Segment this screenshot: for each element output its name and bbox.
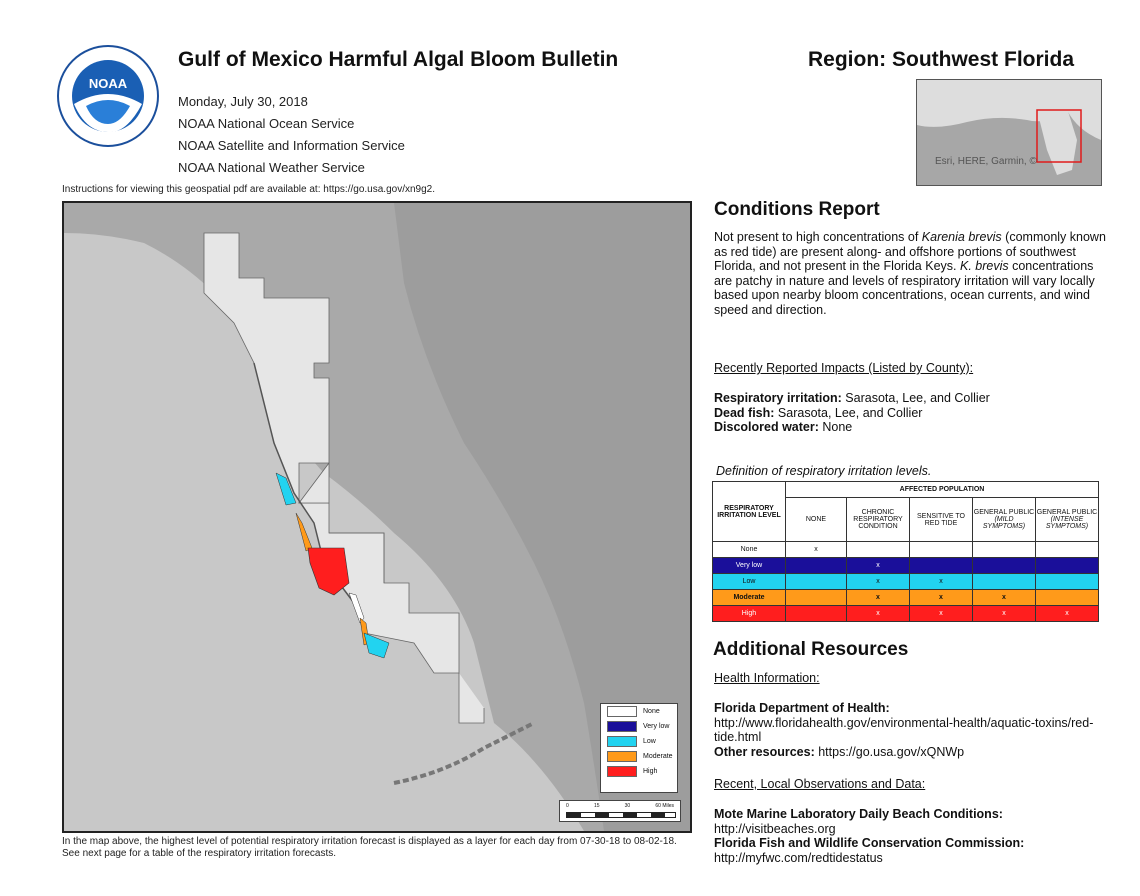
mote-link[interactable]: http://visitbeaches.org — [714, 821, 836, 836]
legend-item: Very low — [601, 719, 677, 734]
resources-heading: Additional Resources — [713, 639, 909, 660]
col-header: NONE — [785, 497, 847, 542]
legend-item: None — [601, 704, 677, 719]
logo-text: NOAA — [89, 76, 128, 91]
agency-line: NOAA National Weather Service — [178, 160, 365, 175]
legend-item: Low — [601, 734, 677, 749]
hab-high-area — [307, 547, 350, 596]
bulletin-title: Gulf of Mexico Harmful Algal Bloom Bulle… — [178, 48, 619, 71]
conditions-paragraph: Not present to high concentrations of Ka… — [714, 230, 1106, 317]
impacts-list: Respiratory irritation: Sarasota, Lee, a… — [714, 391, 990, 434]
table-row: Very low x — [712, 557, 1099, 574]
noaa-logo: NOAA — [56, 44, 160, 148]
col-header: GENERAL PUBLIC (INTENSE SYMPTOMS) — [1035, 497, 1099, 542]
agency-line: NOAA National Ocean Service — [178, 116, 355, 131]
other-resources-link[interactable]: https://go.usa.gov/xQNWp — [818, 744, 965, 759]
legend-item: High — [601, 764, 677, 779]
legend-item: Moderate — [601, 749, 677, 764]
col-header: CHRONIC RESPIRATORY CONDITION — [846, 497, 910, 542]
hab-low-band — [275, 472, 297, 506]
region-title: Region: Southwest Florida — [808, 48, 1074, 71]
conditions-heading: Conditions Report — [714, 199, 880, 220]
respiratory-levels-table: RESPIRATORY IRRITATION LEVEL AFFECTED PO… — [712, 481, 1099, 622]
fwc-link[interactable]: http://myfwc.com/redtidestatus — [714, 850, 883, 865]
affected-header: AFFECTED POPULATION — [785, 481, 1099, 498]
scale-bar: 0 15 30 60 Miles — [559, 800, 681, 822]
agency-line: NOAA Satellite and Information Service — [178, 138, 405, 153]
map-legend: None Very low Low Moderate High — [600, 703, 678, 793]
table-row: Moderate x x x — [712, 589, 1099, 606]
col-header: GENERAL PUBLIC (MILD SYMPTOMS) — [972, 497, 1036, 542]
health-heading: Health Information: — [714, 671, 820, 685]
table-row: High x x x x — [712, 605, 1099, 622]
bulletin-date: Monday, July 30, 2018 — [178, 94, 308, 109]
florida-keys — [393, 721, 535, 785]
map-caption: In the map above, the highest level of p… — [62, 836, 677, 859]
observation-resources: Mote Marine Laboratory Daily Beach Condi… — [714, 807, 1114, 865]
fdoh-link[interactable]: http://www.floridahealth.gov/environment… — [714, 715, 1094, 745]
impacts-heading: Recently Reported Impacts (Listed by Cou… — [714, 361, 974, 375]
health-resources: Florida Department of Health: http://www… — [714, 701, 1106, 759]
main-map[interactable] — [62, 201, 692, 833]
instructions-text: Instructions for viewing this geospatial… — [62, 184, 435, 195]
hab-low-area — [363, 632, 390, 659]
observations-heading: Recent, Local Observations and Data: — [714, 777, 926, 791]
table-row: Low x x — [712, 573, 1099, 590]
inset-attribution: Esri, HERE, Garmin, © — [935, 156, 1037, 167]
definition-caption: Definition of respiratory irritation lev… — [716, 464, 932, 478]
col-header: SENSITIVE TO RED TIDE — [909, 497, 973, 542]
table-corner: RESPIRATORY IRRITATION LEVEL — [712, 481, 786, 542]
inset-map: Esri, HERE, Garmin, © — [916, 79, 1102, 186]
inset-region-box — [1036, 109, 1082, 163]
table-row: None x — [712, 541, 1099, 558]
